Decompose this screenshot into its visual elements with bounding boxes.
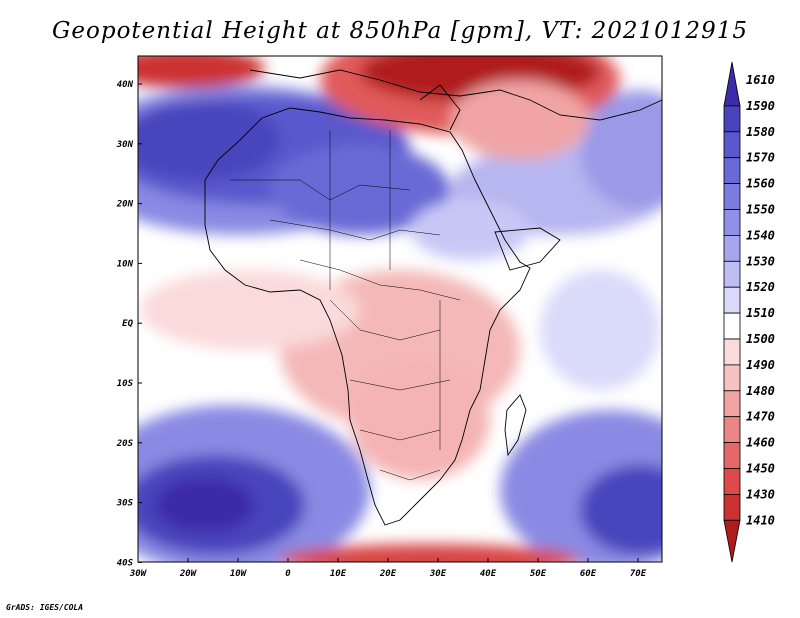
lat-tick-label: 30S xyxy=(116,499,134,509)
colorbar-label: 1590 xyxy=(746,99,775,113)
colorbar-label: 1610 xyxy=(746,73,775,87)
colorbar-swatch xyxy=(723,519,741,563)
longitude-axis: 30W 20W 10W 0 10E 20E 30E 40E 50E 60E 70E xyxy=(129,558,647,579)
lon-tick-label: 10W xyxy=(230,569,248,579)
colorbar-label: 1510 xyxy=(746,306,775,320)
colorbar-label: 1540 xyxy=(746,228,775,242)
colorbar-swatch xyxy=(723,157,741,184)
lat-tick-label: 20S xyxy=(116,439,134,449)
colorbar-swatch xyxy=(723,442,741,469)
lat-tick-label: 10N xyxy=(117,259,134,269)
colorbar-swatch xyxy=(723,286,741,314)
colorbar-swatch xyxy=(723,416,741,444)
lat-tick-label: 10S xyxy=(117,379,134,389)
lon-tick-label: 30E xyxy=(429,569,447,579)
colorbar-swatch xyxy=(723,260,741,288)
lon-tick-label: 10E xyxy=(330,569,347,579)
lon-tick-label: 60E xyxy=(580,569,597,579)
lon-tick-label: 20W xyxy=(179,569,198,579)
grads-credit: GrADS: IGES/COLA xyxy=(6,603,84,612)
colorbar-label: 1470 xyxy=(746,410,775,424)
colorbar-swatch xyxy=(723,61,741,107)
colorbar-label: 1490 xyxy=(746,358,775,372)
colorbar-label: 1450 xyxy=(746,462,775,476)
colorbar-swatch xyxy=(723,364,741,392)
colorbar-label: 1530 xyxy=(746,254,775,268)
colorbar-label: 1500 xyxy=(746,332,775,346)
colorbar-label: 1520 xyxy=(746,280,775,294)
colorbar-label: 1560 xyxy=(746,177,775,191)
lat-tick-label: 40N xyxy=(117,80,134,90)
colorbar-swatch xyxy=(723,493,741,521)
colorbar-swatch xyxy=(723,234,741,262)
lat-tick-label: 30N xyxy=(116,140,134,150)
lon-tick-label: 50E xyxy=(530,569,547,579)
lon-tick-label: 70E xyxy=(630,569,647,579)
geopotential-field xyxy=(138,56,662,562)
colorbar-label: 1570 xyxy=(746,151,775,165)
colorbar-swatch xyxy=(723,183,741,210)
lon-tick-label: 40E xyxy=(480,569,497,579)
colorbar-swatch xyxy=(723,468,741,495)
colorbar-swatch xyxy=(723,105,741,133)
colorbar-swatch xyxy=(723,312,741,340)
colorbar-label: 1460 xyxy=(746,436,775,450)
colorbar: 1610 1590 1580 1570 1560 1550 1540 1530 1520 1510… xyxy=(723,61,775,563)
lat-tick-label: 20N xyxy=(116,200,134,210)
map-title: Geopotential Height at 850hPa [gpm], VT:… xyxy=(52,18,748,44)
country-borders xyxy=(230,130,461,481)
lat-tick-label: EQ xyxy=(122,319,133,329)
coastline-africa xyxy=(204,69,662,526)
lat-tick-label: 40S xyxy=(117,558,134,568)
colorbar-swatch xyxy=(723,338,741,366)
colorbar-label: 1410 xyxy=(746,513,775,527)
lon-tick-label: 30W xyxy=(129,569,148,579)
colorbar-label: 1480 xyxy=(746,384,775,398)
colorbar-swatch xyxy=(723,209,741,236)
lon-tick-label: 0 xyxy=(285,569,291,579)
colorbar-label: 1430 xyxy=(746,487,775,501)
lon-tick-label: 20E xyxy=(379,569,397,579)
colorbar-label: 1580 xyxy=(746,125,775,139)
colorbar-label: 1550 xyxy=(746,203,775,217)
colorbar-swatch xyxy=(723,390,741,418)
colorbar-swatch xyxy=(723,131,741,159)
latitude-axis: 40N 30N 20N 10N EQ 10S 20S 30S 40S xyxy=(116,80,142,568)
plot-frame xyxy=(137,55,663,563)
